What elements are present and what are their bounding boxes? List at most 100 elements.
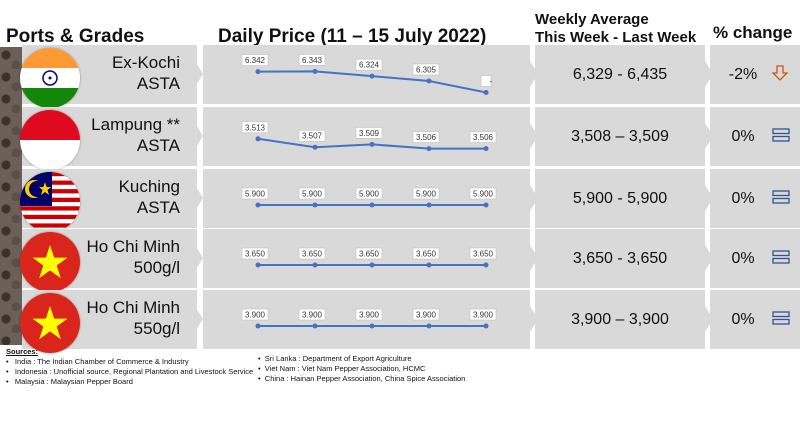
data-label-box	[355, 247, 383, 260]
source-item: • Viet Nam : Viet Nam Pepper Association…	[258, 364, 426, 373]
data-label-box	[355, 187, 383, 200]
chevron-icon	[185, 290, 203, 348]
ports-grades-header: Ports & Grades	[6, 26, 145, 47]
port-name: Lampung **	[91, 115, 180, 134]
chevron-icon	[520, 107, 538, 165]
data-label: 3.900	[302, 311, 323, 320]
data-point	[426, 323, 432, 329]
grade-name: ASTA	[136, 136, 180, 155]
data-point	[483, 89, 489, 95]
pct-change-value: 0%	[731, 311, 755, 328]
data-label-box	[298, 54, 326, 66]
daily-price-chart: 6.342 6.343 6.324 6.305 -	[241, 54, 493, 95]
data-point	[255, 262, 261, 268]
data-label-box	[298, 308, 326, 321]
data-label-box	[241, 187, 269, 200]
weekly-average-header: Weekly Average This Week - Last Week	[535, 11, 696, 47]
data-label: 5.900	[302, 190, 323, 199]
weekly-band	[535, 107, 705, 166]
price-row: Lampung ** ASTA 3.513 3.507 3.509 3.506 3.506 3…	[0, 107, 800, 170]
data-label: 3.900	[245, 311, 266, 320]
data-label-box	[298, 129, 326, 142]
price-row: Ho Chi Minh 500g/l 3.650 3.650 3.650 3.650 3.6…	[0, 229, 800, 292]
data-label-box	[469, 247, 497, 260]
data-label: 3.650	[473, 250, 494, 259]
port-name: Ho Chi Minh	[86, 237, 180, 256]
data-label: 6.342	[245, 56, 266, 65]
data-point	[483, 323, 489, 329]
data-label-box	[355, 308, 383, 321]
data-label: 3.900	[416, 311, 437, 320]
data-label: 3.506	[416, 133, 437, 142]
grade-name: 550g/l	[133, 319, 180, 338]
data-label-box	[355, 58, 383, 71]
data-label: 3.507	[302, 132, 323, 141]
data-label: 6.343	[302, 56, 323, 65]
weekly-average-value: 6,329 - 6,435	[572, 66, 668, 83]
daily-price-chart: 5.900 5.900 5.900 5.900 5.900	[241, 187, 497, 208]
data-point	[483, 262, 489, 268]
data-label: 5.900	[416, 190, 437, 199]
source-item: • Malaysia : Malaysian Pepper Board	[6, 377, 133, 386]
data-label-box	[412, 247, 440, 260]
chevron-icon	[185, 229, 203, 287]
data-point	[426, 202, 432, 208]
data-point	[312, 68, 318, 74]
price-row: Ho Chi Minh 550g/l 3.900 3.900 3.900 3.900 3.9…	[0, 290, 800, 353]
data-point	[483, 146, 489, 152]
data-point	[483, 202, 489, 208]
data-point	[369, 141, 375, 147]
chevron-icon	[695, 290, 713, 348]
daily-price-chart: 3.650 3.650 3.650 3.650 3.650	[241, 247, 497, 268]
weekly-average-value: 3,508 – 3,509	[571, 128, 669, 145]
source-item: • China : Hainan Pepper Association, Chi…	[258, 374, 466, 383]
chevron-icon	[695, 107, 713, 165]
price-row: Kuching ASTA 5.900 5.900 5.900 5.900 5.900 5,90…	[0, 169, 800, 232]
sources-right: • Sri Lanka : Department of Export Agric…	[258, 354, 465, 384]
pct-change-value: 0%	[731, 190, 755, 207]
data-point	[312, 202, 318, 208]
indonesia-flag	[20, 110, 80, 170]
data-label: 3.513	[245, 123, 266, 132]
weekly-band	[535, 290, 705, 349]
port-grade-label: Ho Chi Minh 500g/l	[86, 236, 180, 278]
pct-change-value: 0%	[731, 128, 755, 145]
data-point	[312, 323, 318, 329]
data-label-box	[412, 63, 440, 76]
peppercorn-strip	[0, 47, 22, 345]
data-label: 5.900	[245, 190, 266, 199]
data-label-box	[412, 187, 440, 200]
equal-icon	[772, 127, 790, 148]
data-label-box	[412, 308, 440, 321]
port-grade-label: Ho Chi Minh 550g/l	[86, 297, 180, 339]
data-label-box	[241, 308, 269, 321]
data-label: 3.900	[473, 311, 494, 320]
data-label: 3.650	[359, 250, 380, 259]
weekly-average-value: 3,900 – 3,900	[571, 311, 669, 328]
data-label: 3.900	[359, 311, 380, 320]
weekly-band	[535, 229, 705, 288]
weekly-band	[535, 45, 705, 104]
data-label-box	[412, 131, 440, 143]
data-label: 3.509	[359, 129, 380, 138]
vietnam-flag	[20, 293, 80, 353]
data-label: 3.650	[245, 250, 266, 259]
chevron-icon	[695, 45, 713, 103]
chevron-icon	[185, 45, 203, 103]
port-grade-label: Kuching ASTA	[119, 176, 180, 218]
source-item: • Sri Lanka : Department of Export Agric…	[258, 354, 412, 363]
weekly-header-line2: This Week - Last Week	[535, 29, 697, 46]
chevron-icon	[520, 229, 538, 287]
chevron-icon	[185, 169, 203, 227]
weekly-average-value: 3,650 - 3,650	[572, 250, 668, 267]
weekly-average-value: 5,900 - 5,900	[572, 190, 668, 207]
port-name: Ex-Kochi	[111, 53, 180, 72]
chevron-icon	[520, 169, 538, 227]
chevron-icon	[520, 290, 538, 348]
grade-name: 500g/l	[133, 258, 180, 277]
data-point	[255, 136, 261, 142]
chevron-icon	[185, 107, 203, 165]
malaysia-flag	[20, 172, 80, 232]
port-name: Kuching	[118, 177, 180, 196]
data-point	[369, 323, 375, 329]
